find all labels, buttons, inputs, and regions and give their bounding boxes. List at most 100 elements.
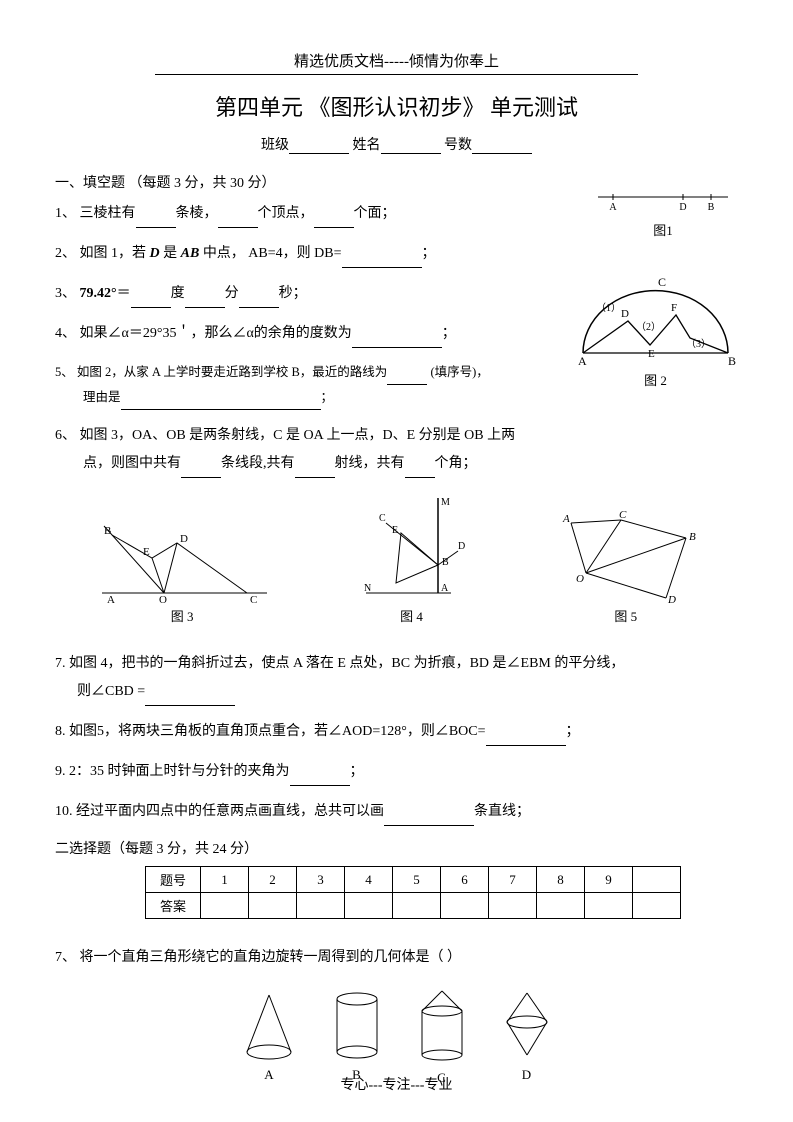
q2-post: 中点， AB=4，则 DB= (203, 246, 342, 261)
table-cell: 7 (489, 867, 537, 893)
q2-pre: 2、 如图 1，若 (55, 246, 146, 261)
q9-text: 9. 2：35 时钟面上时针与分针的夹角为 (55, 764, 290, 779)
svg-text:C: C (619, 509, 627, 521)
svg-text:B: B (104, 525, 111, 537)
question-7: 7. 如图 4，把书的一角斜折过去，使点 A 落在 E 点处，BC 为折痕，BD… (55, 650, 738, 706)
svg-text:A: A (578, 354, 587, 368)
svg-text:（3）: （3） (686, 338, 711, 350)
q4-tail: ； (442, 326, 456, 341)
q3-val: 79.42° (80, 286, 117, 301)
table-cell: 2 (249, 867, 297, 893)
svg-text:M: M (441, 497, 450, 508)
table-cell (585, 893, 633, 919)
figure-2: A B C D E F （1） （2） （3） 图 2 (568, 275, 743, 389)
svg-text:A: A (562, 513, 570, 525)
q5-l1a: 5、 如图 2，从家 A 上学时要走近路到学校 B，最近的路线为 (55, 365, 387, 379)
q1-m1: 条棱， (176, 206, 218, 221)
shape-d-bicone: D (502, 987, 552, 1086)
svg-text:E: E (392, 525, 398, 536)
svg-text:B: B (689, 531, 696, 543)
q8-text: 8. 如图5，将两块三角板的直角顶点重合，若∠AOD=128°，则∠BOC= (55, 724, 486, 739)
table-row: 答案 (146, 893, 681, 919)
q6-b1 (181, 462, 221, 478)
page-footer: 专心---专注---专业 (0, 1074, 793, 1094)
q10-text: 10. 经过平面内四点中的任意两点画直线，总共可以画 (55, 804, 384, 819)
table-row: 题号 1 2 3 4 5 6 7 8 9 (146, 867, 681, 893)
table-cell (393, 893, 441, 919)
q3-b2 (185, 292, 225, 308)
class-label: 班级 (261, 138, 289, 153)
table-cell: 1 (201, 867, 249, 893)
q6-l1: 6、 如图 3，OA、OB 是两条射线，C 是 OA 上一点，D、E 分别是 O… (55, 428, 515, 443)
figure-5: A C B D O 图 5 (551, 508, 701, 625)
svg-text:D: D (679, 202, 686, 213)
name-blank (381, 138, 441, 154)
table-cell (489, 893, 537, 919)
q2-D: D (150, 246, 160, 261)
svg-text:D: D (667, 594, 676, 603)
table-cell: 8 (537, 867, 585, 893)
svg-text:B: B (728, 354, 736, 368)
svg-text:E: E (143, 546, 150, 558)
svg-text:F: F (671, 302, 677, 314)
q4-mid: ＝29°35＇，那么∠ (129, 326, 247, 341)
mc-question-7: 7、 将一个直角三角形绕它的直角边旋转一周得到的几何体是（ ） (55, 944, 738, 972)
table-cell (249, 893, 297, 919)
table-cell (633, 893, 681, 919)
page-top-header: 精选优质文档-----倾情为你奉上 (155, 50, 638, 75)
table-cell: 4 (345, 867, 393, 893)
q7-blank (145, 690, 235, 706)
q6-l2b: 条线段,共有 (221, 456, 295, 471)
q4-blank (352, 332, 442, 348)
class-blank (289, 138, 349, 154)
page-title: 第四单元 《图形认识初步》 单元测试 (55, 90, 738, 122)
q6-l2a: 点，则图中共有 (55, 456, 181, 471)
q4-a1: α (122, 326, 129, 341)
q6-l2d: 个角； (435, 456, 477, 471)
q7-l1: 7. 如图 4，把书的一角斜折过去，使点 A 落在 E 点处，BC 为折痕，BD… (55, 656, 624, 671)
number-blank (472, 138, 532, 154)
svg-text:C: C (379, 513, 386, 524)
question-9: 9. 2：35 时钟面上时针与分针的夹角为 ； (55, 758, 738, 786)
q2-mid: 是 (163, 246, 177, 261)
q8-tail: ； (566, 724, 580, 739)
q2-tail: ； (422, 246, 436, 261)
q1-blank2 (218, 212, 258, 228)
svg-text:A: A (107, 594, 115, 603)
figure-row: A O C B E D 图 3 M A N B C D E 图 4 (55, 493, 738, 625)
table-cell (537, 893, 585, 919)
svg-text:O: O (576, 573, 584, 585)
q4-pre: 4、 如果∠ (55, 326, 122, 341)
q2-AB: AB (181, 246, 200, 261)
q6-b3 (405, 462, 435, 478)
shape-b-cylinder: B (332, 987, 382, 1086)
shape-a-cone: A (242, 987, 297, 1086)
table-cell: 9 (585, 867, 633, 893)
svg-text:B: B (442, 557, 449, 568)
svg-text:B: B (708, 202, 715, 213)
shapes-row: A B C D (55, 987, 738, 1086)
svg-text:A: A (609, 202, 617, 213)
number-label: 号数 (444, 138, 472, 153)
svg-text:（1）: （1） (596, 302, 621, 314)
question-4: 4、 如果∠α＝29°35＇，那么∠α的余角的度数为； (55, 320, 555, 348)
q3-u1: 度 (171, 286, 185, 301)
q4-post: 的余角的度数为 (254, 326, 352, 341)
question-5: 5、 如图 2，从家 A 上学时要走近路到学校 B，最近的路线为 (填序号)， … (55, 360, 555, 410)
name-label: 姓名 (353, 138, 381, 153)
table-cell: 3 (297, 867, 345, 893)
fig2-caption: 图 2 (568, 370, 743, 389)
q1-blank1 (136, 212, 176, 228)
q5-l1b: (填序号)， (427, 365, 488, 379)
th-num: 题号 (146, 867, 201, 893)
fig3-caption: 图 3 (92, 606, 272, 625)
q6-b2 (295, 462, 335, 478)
svg-text:A: A (441, 583, 449, 594)
q2-blank (342, 252, 422, 268)
q7-l2: 则∠CBD = (55, 684, 145, 699)
q9-tail: ； (350, 764, 364, 779)
q3-u2: 分 (225, 286, 239, 301)
svg-text:E: E (648, 348, 655, 360)
table-cell: 5 (393, 867, 441, 893)
figure-1: A D B 图1 (593, 185, 733, 239)
